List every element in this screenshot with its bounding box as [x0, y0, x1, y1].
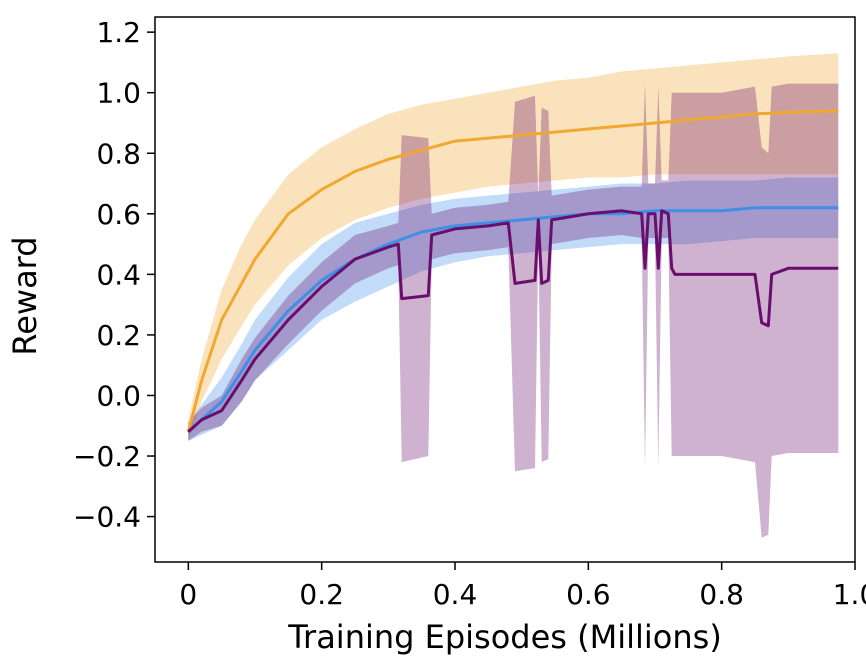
series-1-band — [188, 53, 839, 441]
series-1-line — [186, 109, 839, 433]
series-3-band — [188, 83, 839, 538]
y-tick-label: 0.2 — [96, 319, 141, 352]
x-tick-label: 0.6 — [566, 578, 611, 611]
y-tick-label: 0.0 — [96, 379, 141, 412]
series-3-line — [187, 209, 839, 433]
x-tick-label: 0 — [179, 578, 197, 611]
x-axis: 0 0.2 0.4 0.6 0.8 1.0 — [179, 562, 866, 611]
y-tick-label: −0.4 — [73, 501, 141, 534]
series-lines — [186, 109, 839, 433]
x-axis-label: Training Episodes (Millions) — [287, 618, 722, 656]
y-tick-label: −0.2 — [73, 440, 141, 473]
confidence-bands — [188, 53, 839, 538]
y-tick-label: 1.2 — [96, 16, 141, 49]
x-tick-label: 0.8 — [699, 578, 744, 611]
plot-frame — [154, 16, 856, 563]
y-tick-label: 0.4 — [96, 258, 141, 291]
x-tick-label: 1.0 — [833, 578, 866, 611]
y-axis-label: Reward — [6, 236, 44, 355]
x-tick-label: 0.2 — [299, 578, 344, 611]
series-2-band — [188, 177, 839, 441]
y-tick-label: 0.6 — [96, 198, 141, 231]
y-tick-label: 0.8 — [96, 137, 141, 170]
series-2-line — [187, 206, 839, 433]
x-tick-label: 0.4 — [433, 578, 478, 611]
y-tick-label: 1.0 — [96, 77, 141, 110]
y-axis: −0.4 −0.2 0.0 0.2 0.4 0.6 0.8 1.0 1.2 — [73, 16, 155, 534]
